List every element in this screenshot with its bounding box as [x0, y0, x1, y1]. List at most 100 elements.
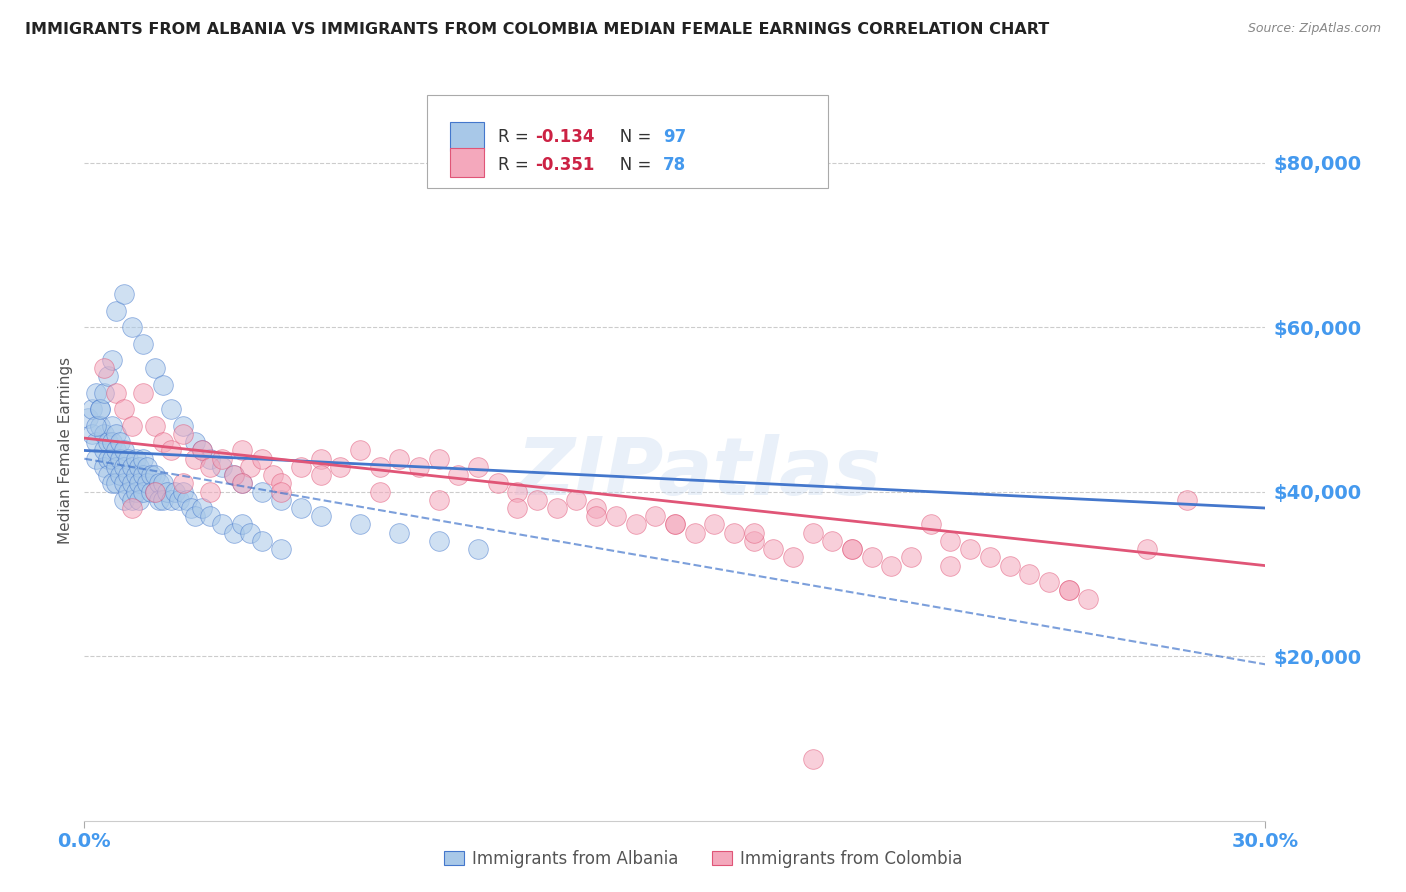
Point: [89, 402, 111, 417]
Point: [101, 353, 124, 368]
Point: [683, 525, 706, 540]
Point: [101, 435, 124, 450]
Point: [152, 476, 174, 491]
Point: [93, 385, 115, 400]
FancyBboxPatch shape: [427, 95, 828, 187]
Point: [270, 492, 292, 507]
Point: [148, 476, 170, 491]
Point: [250, 451, 273, 466]
Point: [801, 525, 824, 540]
Point: [191, 501, 214, 516]
Point: [191, 443, 214, 458]
Text: -0.134: -0.134: [536, 128, 595, 146]
Point: [136, 459, 159, 474]
Point: [841, 542, 863, 557]
Point: [121, 492, 143, 507]
Point: [408, 459, 430, 474]
Point: [172, 418, 194, 433]
Point: [132, 451, 155, 466]
Point: [782, 550, 804, 565]
Point: [172, 476, 194, 491]
Point: [97, 451, 120, 466]
Point: [152, 492, 174, 507]
Point: [703, 517, 725, 532]
Point: [200, 451, 222, 466]
Point: [270, 476, 292, 491]
Point: [191, 443, 214, 458]
Text: Source: ZipAtlas.com: Source: ZipAtlas.com: [1247, 22, 1381, 36]
Point: [1057, 583, 1080, 598]
Point: [121, 476, 143, 491]
Point: [506, 484, 529, 499]
Point: [1057, 583, 1080, 598]
Point: [526, 492, 548, 507]
Point: [368, 459, 391, 474]
Point: [128, 492, 150, 507]
Point: [309, 468, 332, 483]
Point: [104, 443, 127, 458]
Point: [121, 418, 143, 433]
Point: [167, 492, 190, 507]
Point: [117, 451, 139, 466]
Text: N =: N =: [605, 128, 657, 146]
Text: R =: R =: [498, 128, 534, 146]
Text: 78: 78: [664, 156, 686, 174]
Point: [112, 443, 135, 458]
Point: [183, 509, 205, 524]
Point: [121, 459, 143, 474]
Point: [183, 451, 205, 466]
Point: [104, 385, 127, 400]
Point: [200, 459, 222, 474]
Text: 97: 97: [664, 128, 686, 146]
Point: [427, 451, 450, 466]
Point: [172, 427, 194, 442]
Text: IMMIGRANTS FROM ALBANIA VS IMMIGRANTS FROM COLOMBIA MEDIAN FEMALE EARNINGS CORRE: IMMIGRANTS FROM ALBANIA VS IMMIGRANTS FR…: [25, 22, 1049, 37]
Point: [388, 451, 411, 466]
Point: [270, 542, 292, 557]
Point: [128, 459, 150, 474]
Point: [93, 443, 115, 458]
Point: [200, 484, 222, 499]
Point: [546, 501, 568, 516]
Point: [172, 484, 194, 499]
Text: N =: N =: [605, 156, 657, 174]
Point: [624, 517, 647, 532]
Point: [152, 377, 174, 392]
Point: [160, 492, 183, 507]
Point: [939, 533, 962, 548]
Point: [231, 476, 253, 491]
Point: [1018, 566, 1040, 581]
Point: [880, 558, 903, 573]
Point: [250, 533, 273, 548]
Point: [231, 443, 253, 458]
Point: [117, 484, 139, 499]
Point: [104, 459, 127, 474]
Point: [117, 468, 139, 483]
Point: [742, 525, 765, 540]
Point: [104, 303, 127, 318]
Text: R =: R =: [498, 156, 534, 174]
Point: [143, 468, 166, 483]
Point: [89, 418, 111, 433]
Point: [183, 435, 205, 450]
Point: [141, 484, 163, 499]
Point: [93, 361, 115, 376]
Point: [160, 402, 183, 417]
Point: [84, 435, 107, 450]
Point: [1175, 492, 1198, 507]
Point: [723, 525, 745, 540]
Point: [128, 476, 150, 491]
Point: [290, 459, 312, 474]
Point: [180, 501, 202, 516]
FancyBboxPatch shape: [450, 148, 484, 177]
Point: [143, 418, 166, 433]
Legend: Immigrants from Albania, Immigrants from Colombia: Immigrants from Albania, Immigrants from…: [437, 844, 969, 875]
Point: [388, 525, 411, 540]
Point: [143, 484, 166, 499]
Point: [143, 484, 166, 499]
Point: [112, 492, 135, 507]
Point: [89, 402, 111, 417]
Point: [121, 501, 143, 516]
Point: [309, 451, 332, 466]
Point: [742, 533, 765, 548]
